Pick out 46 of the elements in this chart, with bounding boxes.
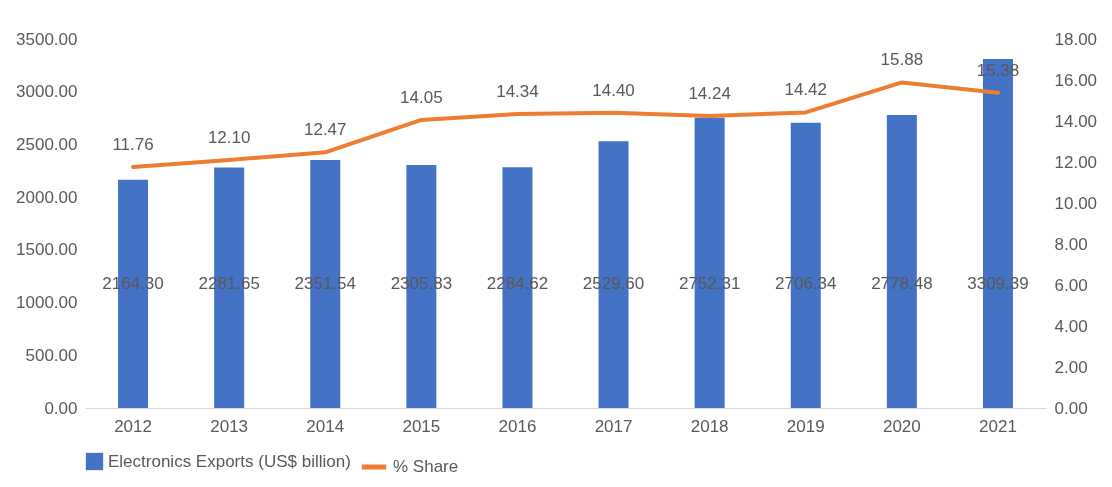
legend-label: % Share (393, 457, 459, 476)
y-tick-label: 2000.00 (16, 187, 78, 207)
y2-tick-label: 0.00 (1054, 398, 1088, 418)
x-tick-label: 2016 (498, 416, 537, 436)
data-label: 2164.30 (102, 274, 164, 293)
y2-tick-label: 10.00 (1054, 193, 1098, 213)
x-tick-label: 2018 (690, 416, 729, 436)
data-label: 14.05 (400, 87, 443, 107)
data-label: 2284.62 (486, 274, 549, 293)
data-label: 3309.39 (967, 274, 1029, 293)
y2-tick-label: 6.00 (1054, 275, 1088, 295)
data-label: 15.88 (880, 50, 924, 70)
data-label: 14.40 (592, 80, 635, 100)
y2-tick-label: 18.00 (1054, 29, 1098, 49)
y2-tick-label: 14.00 (1054, 111, 1098, 131)
y2-tick-label: 2.00 (1054, 357, 1088, 377)
y2-tick-label: 8.00 (1054, 234, 1088, 254)
y-tick-label: 0.00 (44, 398, 78, 418)
data-label: 11.76 (112, 134, 154, 154)
data-label: 12.10 (207, 127, 251, 147)
x-tick-label: 2017 (594, 416, 633, 436)
y2-tick-label: 12.00 (1054, 152, 1098, 172)
legend-label: Electronics Exports (US$ billion) (108, 451, 351, 471)
x-tick-label: 2020 (882, 416, 921, 436)
x-tick-label: 2012 (114, 416, 152, 436)
y-tick-label: 3000.00 (16, 82, 78, 102)
data-label: 14.34 (496, 82, 539, 102)
x-tick-label: 2013 (210, 416, 249, 436)
data-label: 2778.48 (871, 274, 933, 293)
y-tick-label: 1500.00 (16, 240, 78, 260)
y-tick-label: 3500.00 (16, 29, 78, 49)
data-label: 14.24 (688, 84, 731, 104)
y-tick-label: 1000.00 (16, 293, 78, 313)
data-label: 2752.31 (678, 274, 741, 293)
x-tick-label: 2019 (786, 416, 825, 436)
data-label: 2706.34 (775, 274, 837, 293)
data-label: 14.42 (784, 80, 828, 100)
y2-tick-label: 4.00 (1054, 316, 1088, 336)
data-label: 2529.60 (582, 274, 645, 293)
x-tick-label: 2021 (979, 416, 1017, 436)
x-tick-label: 2014 (306, 416, 345, 436)
data-label: 12.47 (303, 120, 347, 140)
y2-tick-label: 16.00 (1054, 70, 1098, 90)
y-tick-label: 500.00 (25, 345, 78, 365)
x-tick-label: 2015 (402, 416, 441, 436)
y-tick-label: 2500.00 (16, 134, 78, 154)
